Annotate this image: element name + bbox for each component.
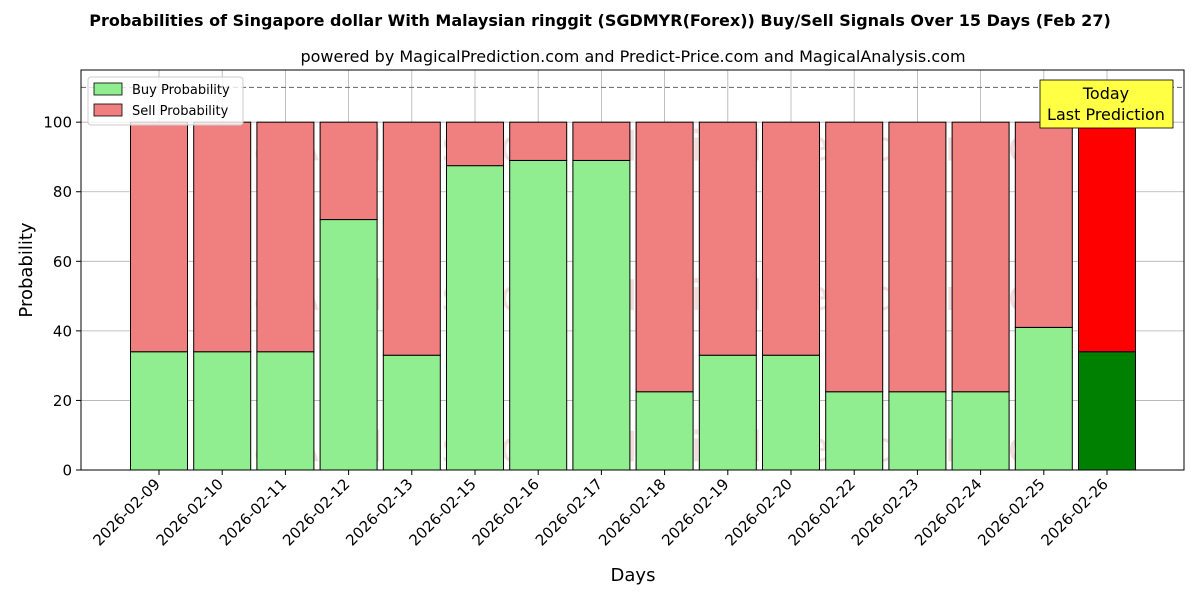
y-tick-label: 60	[53, 253, 72, 271]
x-tick-label: 2026-02-10	[153, 475, 227, 549]
buy-bar	[319, 219, 378, 471]
buy-bar	[130, 351, 188, 471]
chart-title: Probabilities of Singapore dollar With M…	[89, 11, 1111, 30]
buy-bar	[635, 391, 694, 471]
today-box	[1039, 79, 1174, 129]
x-tick-label: 2026-02-18	[595, 475, 669, 549]
today-annotation: Today Last Prediction	[1039, 79, 1174, 129]
x-axis-label: Days	[611, 565, 656, 586]
legend-label-buy: Buy Probability	[132, 83, 230, 98]
x-tick-label: 2026-02-16	[469, 475, 543, 549]
sell-bar	[319, 121, 378, 221]
sell-bar	[382, 121, 441, 356]
x-tick-label: 2026-02-13	[342, 475, 416, 549]
buy-bar	[698, 354, 757, 471]
sell-bar	[888, 121, 947, 393]
x-tick-label: 2026-02-17	[532, 475, 606, 549]
buy-bar	[193, 351, 252, 471]
y-axis: 0 20 40 60 80 100	[43, 114, 81, 480]
y-tick-label: 0	[62, 462, 72, 480]
x-tick-label: 2026-02-11	[216, 475, 290, 549]
legend-swatch-sell	[93, 103, 123, 117]
buy-bar	[256, 351, 315, 471]
buy-bar	[951, 391, 1010, 471]
x-tick-label: 2026-02-26	[1037, 475, 1111, 549]
sell-bar	[825, 121, 884, 393]
plot-frame	[80, 69, 1185, 471]
sell-bar	[130, 121, 188, 353]
sell-bar	[572, 121, 631, 161]
x-tick-label: 2026-02-09	[89, 475, 163, 549]
sell-bar	[698, 121, 757, 356]
buy-bar	[572, 159, 631, 471]
buy-bar	[1014, 326, 1073, 471]
sell-bar	[762, 121, 820, 356]
sell-bar	[1014, 121, 1073, 328]
x-tick-label: 2026-02-19	[658, 475, 732, 549]
x-axis: 2026-02-092026-02-102026-02-112026-02-12…	[89, 470, 1112, 549]
buy-bar	[1078, 351, 1136, 471]
today-label: Today	[1082, 84, 1129, 103]
y-tick-label: 40	[53, 322, 72, 340]
x-tick-label: 2026-02-15	[405, 475, 479, 549]
sell-bar	[446, 121, 504, 167]
y-axis-label: Probability	[16, 222, 37, 317]
last-prediction-label: Last Prediction	[1047, 105, 1165, 124]
sell-bar	[256, 121, 315, 353]
legend-label-sell: Sell Probability	[132, 104, 229, 119]
x-tick-label: 2026-02-12	[279, 475, 353, 549]
buy-bar	[825, 391, 884, 471]
x-tick-label: 2026-02-25	[974, 475, 1048, 549]
x-tick-label: 2026-02-22	[785, 475, 859, 549]
bars	[130, 121, 1136, 471]
chart-subtitle: powered by MagicalPrediction.com and Pre…	[300, 47, 965, 66]
x-tick-label: 2026-02-23	[848, 475, 922, 549]
legend-swatch-buy	[93, 82, 123, 96]
legend-frame	[87, 76, 244, 126]
sell-bar	[193, 121, 252, 353]
sell-bar	[951, 121, 1010, 393]
sell-bar	[635, 121, 694, 393]
buy-bar	[509, 159, 568, 471]
buy-bar	[888, 391, 947, 471]
y-tick-label: 100	[43, 114, 72, 132]
y-tick-label: 20	[53, 392, 72, 410]
x-tick-label: 2026-02-20	[721, 475, 795, 549]
x-tick-label: 2026-02-24	[911, 475, 985, 549]
buy-bar	[446, 165, 504, 471]
legend: Buy Probability Sell Probability	[87, 76, 244, 126]
y-tick-label: 80	[53, 183, 72, 201]
buy-bar	[382, 354, 441, 471]
sell-bar	[509, 121, 568, 161]
buy-bar	[762, 354, 820, 471]
sell-bar	[1078, 121, 1136, 353]
